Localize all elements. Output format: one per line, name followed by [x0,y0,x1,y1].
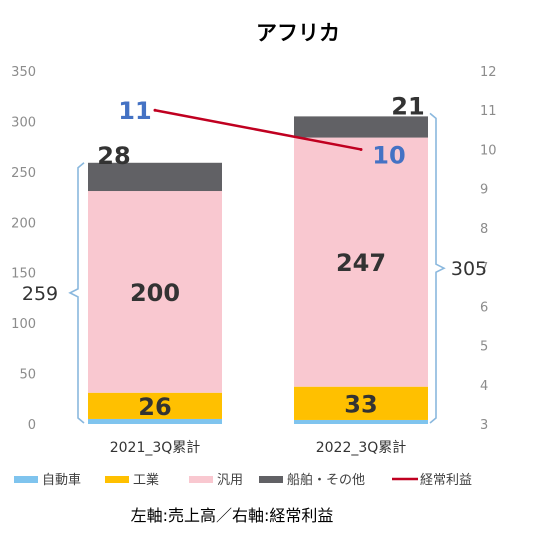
line-point-label: 11 [118,97,151,125]
segment-label: 200 [130,279,180,307]
legend-label: 経常利益 [420,473,472,488]
bar-segment [294,419,428,424]
right-tick-label: 10 [480,143,497,158]
legend: 自動車 工業 汎用 船舶・その他 経常利益 [14,472,472,488]
left-tick-label: 0 [28,418,36,433]
left-tick-label: 150 [11,267,36,282]
right-tick-label: 9 [480,183,488,198]
bar-segment [294,386,428,420]
left-tick-label: 350 [11,65,36,80]
left-axis: 0 50 100 150 200 250 300 350 [11,65,36,433]
line-point [359,147,363,151]
legend-label: 工業 [133,472,159,488]
total-label: 305 [451,258,487,280]
line-series: 11 10 [118,97,405,169]
right-tick-label: 4 [480,379,488,394]
segment-label: 247 [336,249,386,277]
right-tick-label: 3 [480,418,488,433]
total-bracket [429,112,446,424]
legend-swatch [259,476,283,483]
line-point-label: 10 [372,141,405,169]
left-tick-label: 300 [11,115,36,130]
left-tick-label: 100 [11,317,36,332]
chart-title: アフリカ [256,21,340,45]
right-tick-label: 11 [480,104,497,119]
legend-label: 船舶・その他 [287,472,365,488]
right-axis: 3 4 5 6 7 8 9 10 11 12 [480,65,497,433]
bars: 26 200 28 33 247 21 [88,92,428,424]
legend-swatch [105,476,129,483]
axis-caption: 左軸:売上高／右軸:経常利益 [131,506,334,525]
right-tick-label: 6 [480,300,488,315]
legend-swatch [14,476,38,483]
left-tick-label: 250 [11,166,36,181]
line-path [154,108,362,151]
legend-label: 汎用 [217,473,243,488]
left-tick-label: 50 [19,368,36,383]
segment-label: 28 [97,142,130,170]
total-bracket [68,162,85,424]
segment-label: 21 [391,92,424,120]
bar-segment [294,116,428,138]
right-tick-label: 7 [480,261,488,276]
category-label: 2022_3Q累計 [316,440,407,456]
legend-label: 自動車 [42,473,81,488]
category-label: 2021_3Q累計 [110,440,201,456]
category-labels: 2021_3Q累計 2022_3Q累計 [110,440,407,456]
right-tick-label: 5 [480,340,488,355]
bar-segment [88,392,222,419]
segment-label: 26 [138,393,171,421]
bar-segment [88,162,222,192]
bar-segment [88,418,222,424]
right-tick-label: 12 [480,65,497,80]
left-tick-label: 200 [11,216,36,231]
line-point [153,108,157,112]
total-label: 259 [22,283,58,305]
bar-segment [88,191,222,393]
total-brackets: 259 305 [22,112,487,424]
bar-segment [294,137,428,387]
segment-label: 33 [344,390,377,418]
right-tick-label: 8 [480,222,488,237]
legend-swatch [189,476,213,483]
